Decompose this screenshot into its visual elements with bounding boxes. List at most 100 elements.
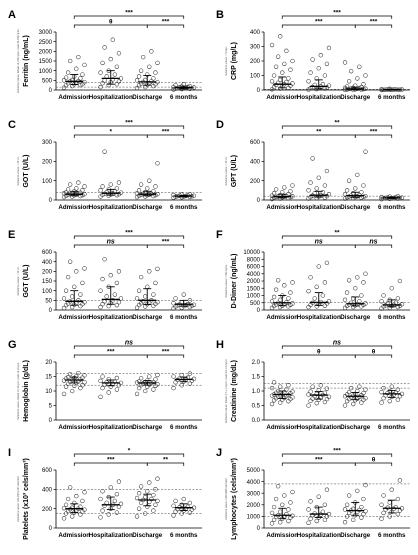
data-point (147, 480, 152, 485)
x-tick-label: Hospitalization (89, 314, 133, 321)
data-point (118, 501, 124, 507)
data-point (155, 372, 160, 378)
data-point (316, 66, 321, 71)
data-point (72, 284, 77, 289)
y-axis-label: Lymphocytes (cels/mm³) (231, 458, 238, 540)
x-tick-label: Discharge (132, 532, 162, 539)
y-tick-label: 300 (250, 45, 261, 51)
y-tick-label: 0 (257, 88, 261, 94)
data-point (61, 305, 67, 311)
data-point (143, 294, 148, 299)
y-tick-label: 400 (42, 260, 53, 266)
y-tick-label: 600 (42, 468, 53, 474)
significance-label: *** (315, 457, 323, 464)
data-point (140, 299, 146, 304)
data-point (306, 188, 311, 193)
y-tick-label: 200 (42, 507, 53, 513)
y-tick-label: 400 (250, 160, 261, 166)
data-point (361, 82, 366, 87)
data-point (145, 489, 150, 494)
y-tick-label: 5 (49, 404, 53, 410)
data-point (282, 185, 287, 190)
data-point (171, 374, 176, 379)
y-tick-label: 100 (42, 289, 53, 295)
data-point (155, 476, 160, 481)
data-point (320, 190, 326, 195)
data-point (143, 304, 148, 309)
data-point (134, 495, 140, 501)
data-point (381, 510, 386, 516)
data-point (171, 513, 176, 518)
data-point (306, 304, 311, 310)
data-point (353, 286, 358, 291)
data-point (82, 373, 87, 378)
data-point (138, 500, 144, 506)
data-point (153, 502, 158, 507)
data-point (395, 387, 401, 392)
y-tick-label: 50 (45, 299, 52, 305)
data-point (395, 397, 401, 402)
data-point (320, 293, 326, 298)
data-point (100, 302, 105, 307)
data-point (181, 496, 186, 502)
data-point (106, 512, 111, 517)
y-tick-label: 300 (42, 140, 53, 146)
data-point (112, 292, 118, 297)
panel-letter: C (8, 119, 16, 131)
data-point (98, 496, 103, 502)
data-point (288, 290, 293, 295)
data-point (342, 297, 348, 303)
data-point (100, 508, 105, 513)
data-point (98, 288, 103, 293)
data-point (322, 303, 328, 308)
x-tick-label: 6 months (378, 204, 406, 211)
panel-g: G Hemoglobin (g/dL)Reference values: fema… (8, 339, 202, 431)
y-axis-label: GOT (U/L) (23, 154, 30, 187)
data-point (114, 491, 120, 497)
data-point (278, 520, 283, 525)
data-point (379, 400, 384, 405)
data-point (155, 161, 160, 166)
reference-values-note: Reference values: < 5 mg/L (225, 46, 228, 76)
data-point (114, 64, 120, 69)
data-point (306, 79, 311, 84)
data-point (65, 374, 71, 380)
panel-letter: J (216, 447, 222, 459)
y-tick-label: 2000 (247, 503, 261, 509)
data-point (185, 504, 191, 509)
data-point (70, 294, 75, 299)
data-point (171, 503, 176, 508)
data-point (269, 401, 275, 407)
significance-bracket (354, 134, 393, 138)
data-point (342, 87, 348, 93)
x-tick-label: Admission (266, 424, 298, 431)
data-point (149, 496, 154, 502)
data-point (322, 280, 328, 285)
data-point (314, 284, 319, 289)
x-tick-label: Hospitalization (297, 532, 341, 539)
data-point (275, 484, 281, 489)
significance-label: *** (162, 239, 170, 246)
data-point (67, 58, 73, 64)
data-point (100, 489, 105, 494)
data-point (342, 192, 348, 197)
data-point (346, 178, 352, 183)
data-point (269, 79, 275, 84)
significance-label: *** (125, 230, 133, 237)
data-point (100, 60, 105, 66)
significance-bracket (146, 24, 185, 28)
data-point (344, 290, 350, 295)
data-point (280, 70, 285, 75)
y-tick-label: 3000 (39, 30, 53, 36)
data-point (134, 305, 140, 310)
data-point (316, 175, 321, 180)
data-point (320, 82, 326, 87)
data-point (98, 84, 103, 90)
data-point (379, 502, 384, 507)
y-tick-label: 3000 (247, 491, 261, 497)
data-point (395, 511, 401, 517)
significance-label: *** (370, 19, 378, 26)
data-point (106, 377, 111, 382)
data-point (348, 300, 354, 305)
data-point (342, 403, 348, 408)
